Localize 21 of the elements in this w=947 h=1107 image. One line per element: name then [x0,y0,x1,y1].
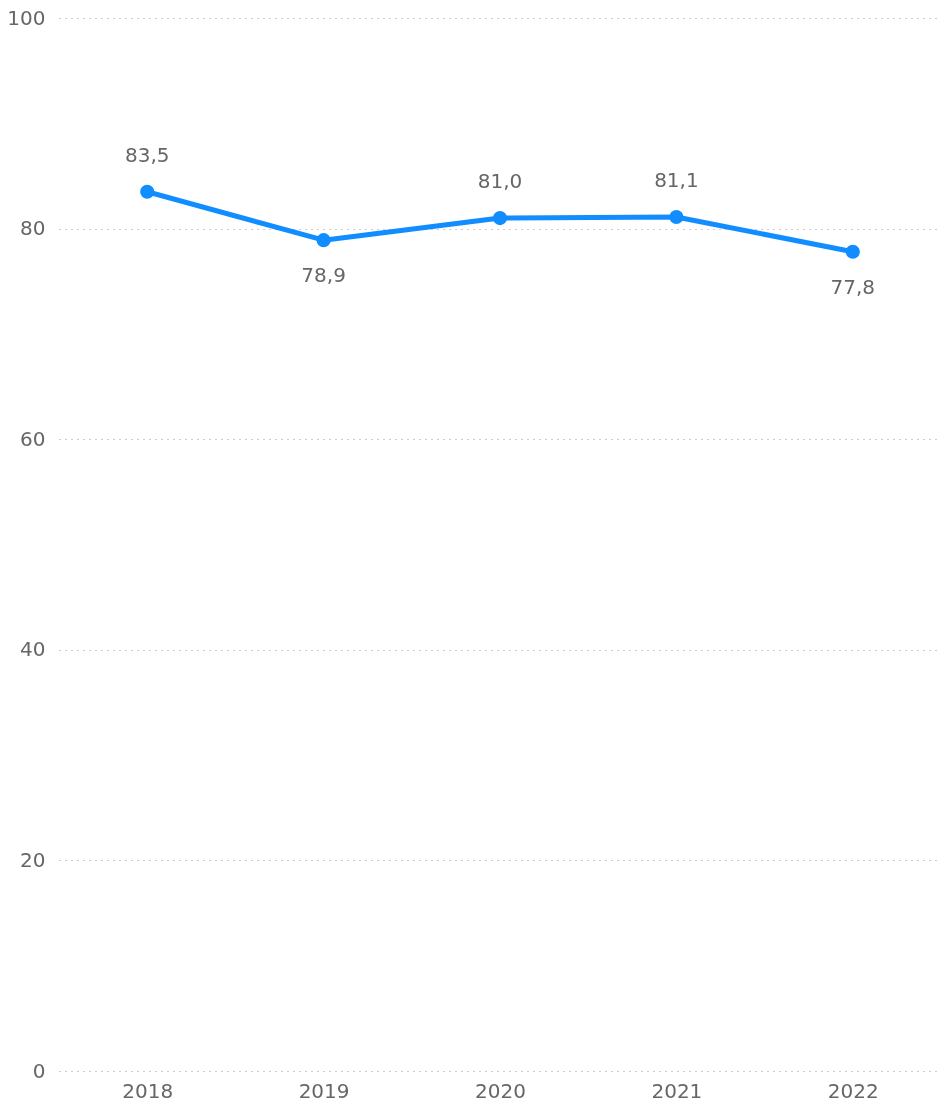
y-tick-label: 100 [7,5,46,30]
data-label: 81,1 [654,168,699,193]
data-label: 83,5 [124,142,170,167]
point [845,244,860,259]
y-tick-label: 40 [20,637,46,662]
x-tick-label: 2022 [827,1078,879,1103]
point [316,233,331,248]
data-label: 78,9 [301,263,346,288]
point [492,211,508,226]
point [669,209,684,225]
y-tick-label: 20 [20,847,46,872]
y-tick-label: 60 [20,426,46,451]
data-label: 81,0 [477,169,523,194]
y-tick-label: 80 [20,216,46,241]
point [140,184,155,199]
x-tick-label: 2018 [122,1078,174,1103]
x-tick-label: 2021 [651,1078,703,1103]
x-tick-label: 2020 [475,1078,526,1103]
x-tick-label: 2019 [298,1078,350,1103]
data-label: 77,8 [830,274,876,299]
y-tick-label: 0 [32,1058,46,1083]
